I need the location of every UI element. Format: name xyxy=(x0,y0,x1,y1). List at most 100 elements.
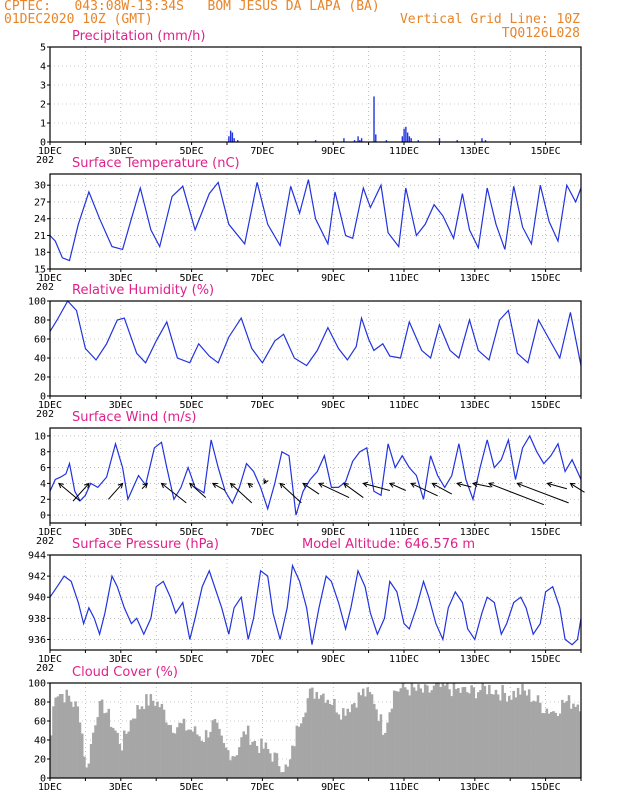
cloud-bar xyxy=(257,752,261,778)
cloud-bar xyxy=(525,695,529,778)
cloud-bar xyxy=(224,747,228,778)
cloud-bar xyxy=(576,704,580,778)
wind-arrow-head xyxy=(279,482,286,489)
cloud-bar xyxy=(69,701,73,778)
cloud-bar xyxy=(428,692,431,778)
cloud-bar xyxy=(496,694,500,778)
year-label: 202 xyxy=(36,536,54,547)
cloud-bar xyxy=(136,705,139,778)
wind-arrow-head xyxy=(229,482,236,489)
cloud-bar xyxy=(74,701,77,778)
cloud-bar xyxy=(541,713,544,778)
cloud-bar xyxy=(56,696,60,778)
panel-0 xyxy=(47,46,582,145)
cloud-bar xyxy=(468,693,471,778)
cloud-bar xyxy=(472,687,476,778)
cloud-bar xyxy=(293,746,296,778)
cloud-bar xyxy=(516,687,520,778)
cloud-bar xyxy=(191,731,195,778)
cloud-bar xyxy=(375,709,378,778)
y-tick-label: 944 xyxy=(28,551,46,562)
precip-bar xyxy=(343,138,345,142)
cloud-bar xyxy=(333,698,336,778)
cloud-bar xyxy=(275,753,279,778)
cloud-bar xyxy=(450,696,453,778)
y-tick-label: 940 xyxy=(28,593,46,604)
cloud-bar xyxy=(390,708,394,778)
cloud-bar xyxy=(359,695,363,778)
cloud-bar xyxy=(65,689,68,778)
cloud-bar xyxy=(196,734,199,778)
cloud-bar xyxy=(311,687,314,778)
precip-bar xyxy=(456,140,458,142)
y-tick-label: 60 xyxy=(34,717,46,728)
cloud-bar xyxy=(388,712,392,778)
panel-frame xyxy=(49,46,582,143)
y-tick-label: 4 xyxy=(40,479,46,490)
cloud-bar xyxy=(488,684,491,778)
cloud-bar xyxy=(381,734,385,778)
wind-vector xyxy=(343,483,364,498)
cloud-bar xyxy=(392,690,396,778)
cloud-bar xyxy=(180,723,184,778)
cloud-bar xyxy=(262,748,265,778)
cloud-bar xyxy=(72,706,75,778)
cloud-bar xyxy=(242,731,245,778)
cloud-bar xyxy=(441,683,445,778)
precip-bar xyxy=(237,140,239,142)
x-tick-label: 11DEC xyxy=(389,782,419,793)
cloud-bar xyxy=(149,694,153,778)
cloud-bar xyxy=(519,694,522,778)
cloud-bar xyxy=(366,687,369,778)
cloud-bar xyxy=(153,705,157,778)
cloud-bar xyxy=(443,685,447,778)
cloud-bar xyxy=(357,692,361,778)
cloud-bar xyxy=(215,722,219,778)
y-tick-label: 8 xyxy=(40,447,46,458)
y-tick-label: 30 xyxy=(34,181,46,192)
cloud-bar xyxy=(324,702,327,778)
cloud-bar xyxy=(457,687,460,778)
cloud-bar xyxy=(322,693,325,778)
cloud-bar xyxy=(233,756,237,778)
cloud-bar xyxy=(432,685,436,778)
y-tick-label: 2 xyxy=(40,495,46,506)
cloud-bar xyxy=(335,712,338,778)
cloud-bar xyxy=(300,723,303,778)
cloud-bar xyxy=(561,699,564,778)
cloud-bar xyxy=(165,722,168,778)
wind-arrow-head xyxy=(546,481,553,488)
x-tick-label: 3DEC xyxy=(109,146,133,157)
wind-vector xyxy=(472,482,491,488)
wind-vector xyxy=(389,482,406,491)
wind-vector xyxy=(570,482,585,493)
precip-bar xyxy=(481,138,483,142)
cloud-bar xyxy=(127,731,130,778)
cloud-bar xyxy=(173,733,177,778)
cloud-bar xyxy=(202,741,206,778)
cloud-bar xyxy=(171,732,175,778)
wind-arrow-head xyxy=(160,482,167,489)
cloud-bar xyxy=(116,732,119,778)
wind-arrow-head xyxy=(388,482,395,488)
x-tick-label: 1DEC xyxy=(38,146,62,157)
cloud-bar xyxy=(344,715,347,778)
x-tick-label: 9DEC xyxy=(321,527,345,538)
wind-arrow-head xyxy=(362,481,369,488)
precip-bar xyxy=(405,126,407,142)
precip-bar xyxy=(417,140,419,142)
wind-vector xyxy=(432,482,453,495)
cloud-bar xyxy=(85,767,88,778)
cloud-bar xyxy=(123,730,126,778)
cloud-bar xyxy=(218,728,221,778)
x-tick-label: 11DEC xyxy=(389,146,419,157)
cloud-bar xyxy=(211,720,215,778)
year-label: 202 xyxy=(36,155,54,166)
x-tick-label: 5DEC xyxy=(180,400,204,411)
panel-title: Surface Pressure (hPa) xyxy=(72,537,219,552)
wind-arrow-head xyxy=(58,482,64,489)
cloud-bar xyxy=(200,740,203,778)
cloud-bar xyxy=(454,689,458,778)
wind-vector xyxy=(58,483,81,502)
cloud-bar xyxy=(308,688,312,778)
